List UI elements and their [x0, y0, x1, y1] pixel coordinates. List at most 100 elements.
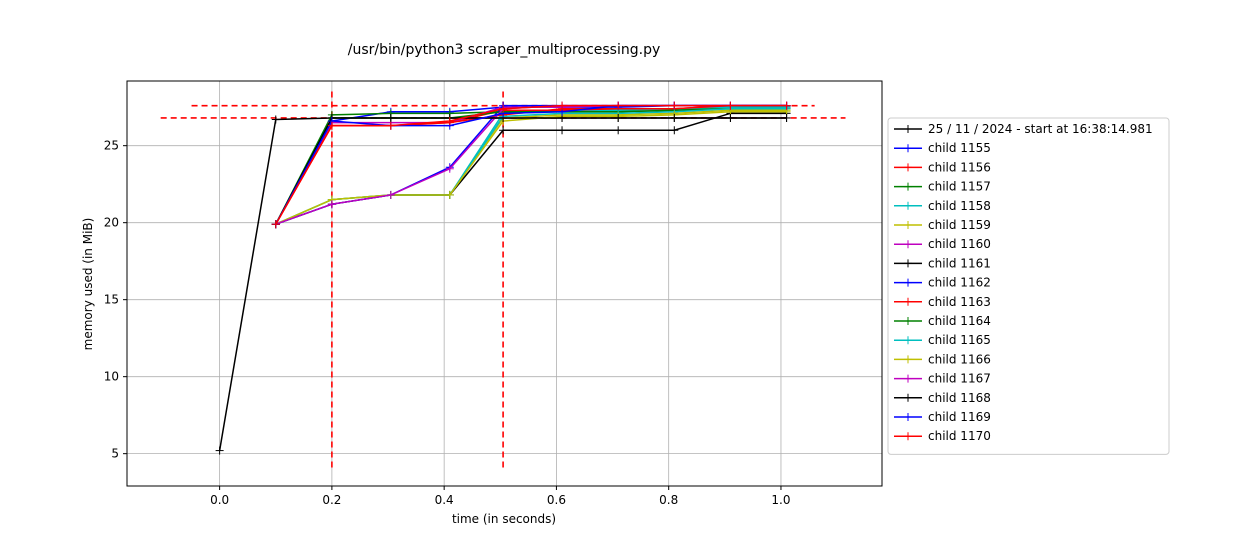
data-point: [670, 101, 679, 110]
y-tick-label: 20: [104, 216, 119, 230]
legend-item: child 1164: [894, 314, 991, 328]
data-point: [445, 190, 454, 199]
data-point: [670, 126, 679, 135]
data-point: [726, 113, 735, 122]
legend-label: child 1170: [928, 429, 991, 443]
series-line: [275, 104, 787, 225]
data-point: [327, 200, 336, 209]
series-8: [271, 101, 791, 229]
legend-item: child 1162: [894, 276, 991, 290]
series-line: [275, 104, 787, 225]
legend-label: child 1164: [928, 314, 991, 328]
x-tick-label: 0.4: [435, 493, 454, 507]
x-tick-label: 1.0: [771, 493, 790, 507]
legend-label: child 1169: [928, 410, 991, 424]
series-13: [271, 101, 791, 229]
legend-label: child 1156: [928, 160, 991, 174]
x-axis-label: time (in seconds): [452, 512, 556, 526]
x-tick-label: 0.8: [659, 493, 678, 507]
data-point: [386, 190, 395, 199]
y-tick-label: 15: [104, 293, 119, 307]
data-point: [271, 220, 280, 229]
data-point: [386, 113, 395, 122]
series-16: [271, 101, 791, 229]
x-tick-label: 0.6: [547, 493, 566, 507]
data-point: [614, 101, 623, 110]
y-tick-label: 10: [104, 370, 119, 384]
data-point: [614, 113, 623, 122]
legend-item: child 1167: [894, 372, 991, 386]
legend-item: child 1161: [894, 256, 991, 270]
series-14: [271, 113, 791, 229]
legend-label: child 1161: [928, 256, 991, 270]
data-point: [271, 115, 280, 124]
x-tick-label: 0.2: [322, 493, 341, 507]
legend-item: 25 / 11 / 2024 - start at 16:38:14.981: [894, 122, 1153, 136]
legend-item: child 1168: [894, 391, 991, 405]
legend-label: child 1160: [928, 237, 991, 251]
x-tick-label: 0.0: [210, 493, 229, 507]
grid-lines: [127, 81, 882, 486]
series-line: [275, 104, 787, 225]
data-point: [558, 101, 567, 110]
series-2: [271, 101, 791, 229]
series-line: [275, 104, 787, 225]
legend-item: child 1156: [894, 160, 991, 174]
series-7: [271, 109, 791, 229]
series-line: [275, 111, 787, 225]
legend-label: child 1167: [928, 372, 991, 386]
legend-item: child 1165: [894, 333, 991, 347]
legend-label: child 1163: [928, 295, 991, 309]
legend-box: [887, 117, 1170, 455]
data-point: [614, 126, 623, 135]
legend-label: child 1166: [928, 352, 991, 366]
data-point: [445, 117, 454, 126]
data-point: [499, 126, 508, 135]
y-tick-label: 25: [104, 139, 119, 153]
series-15: [271, 101, 791, 229]
legend-label: child 1165: [928, 333, 991, 347]
legend-label: child 1155: [928, 141, 991, 155]
legend-label: 25 / 11 / 2024 - start at 16:38:14.981: [928, 122, 1153, 136]
legend-item: child 1157: [894, 180, 991, 194]
data-point: [726, 101, 735, 110]
data-point: [499, 104, 508, 113]
data-point: [782, 101, 791, 110]
legend-label: child 1159: [928, 218, 991, 232]
series-5: [271, 106, 791, 229]
series-9: [271, 101, 791, 229]
legend: 25 / 11 / 2024 - start at 16:38:14.981 ch…: [887, 117, 1170, 455]
series-line: [275, 104, 787, 225]
legend-label: child 1158: [928, 199, 991, 213]
legend-item: child 1159: [894, 218, 991, 232]
series-line: [275, 104, 787, 225]
series-line: [275, 106, 787, 225]
series-6: [271, 101, 791, 229]
series-line: [275, 104, 787, 225]
legend-label: child 1162: [928, 276, 991, 290]
plot-frame: [126, 80, 883, 487]
data-point: [327, 121, 336, 130]
data-point: [558, 126, 567, 135]
legend-item: child 1158: [894, 199, 991, 213]
legend-item: child 1163: [894, 295, 991, 309]
data-point: [445, 164, 454, 173]
legend-item: child 1169: [894, 410, 991, 424]
legend-label: child 1157: [928, 180, 991, 194]
y-tick-label: 5: [111, 447, 119, 461]
series-line: [275, 112, 787, 225]
y-axis-label: memory used (in MiB): [81, 218, 95, 351]
data-point: [670, 113, 679, 122]
legend-item: child 1160: [894, 237, 991, 251]
series-line: [275, 117, 787, 225]
series-line: [275, 104, 787, 225]
legend-item: child 1155: [894, 141, 991, 155]
axes-frame: [126, 80, 883, 487]
series-lines: [215, 101, 791, 455]
data-point: [215, 446, 224, 455]
series-1: [271, 101, 791, 229]
tick-labels: 0.0 0.2 0.4 0.6 0.8 1.0 5 10 15 20 25: [104, 139, 791, 507]
data-point: [782, 113, 791, 122]
